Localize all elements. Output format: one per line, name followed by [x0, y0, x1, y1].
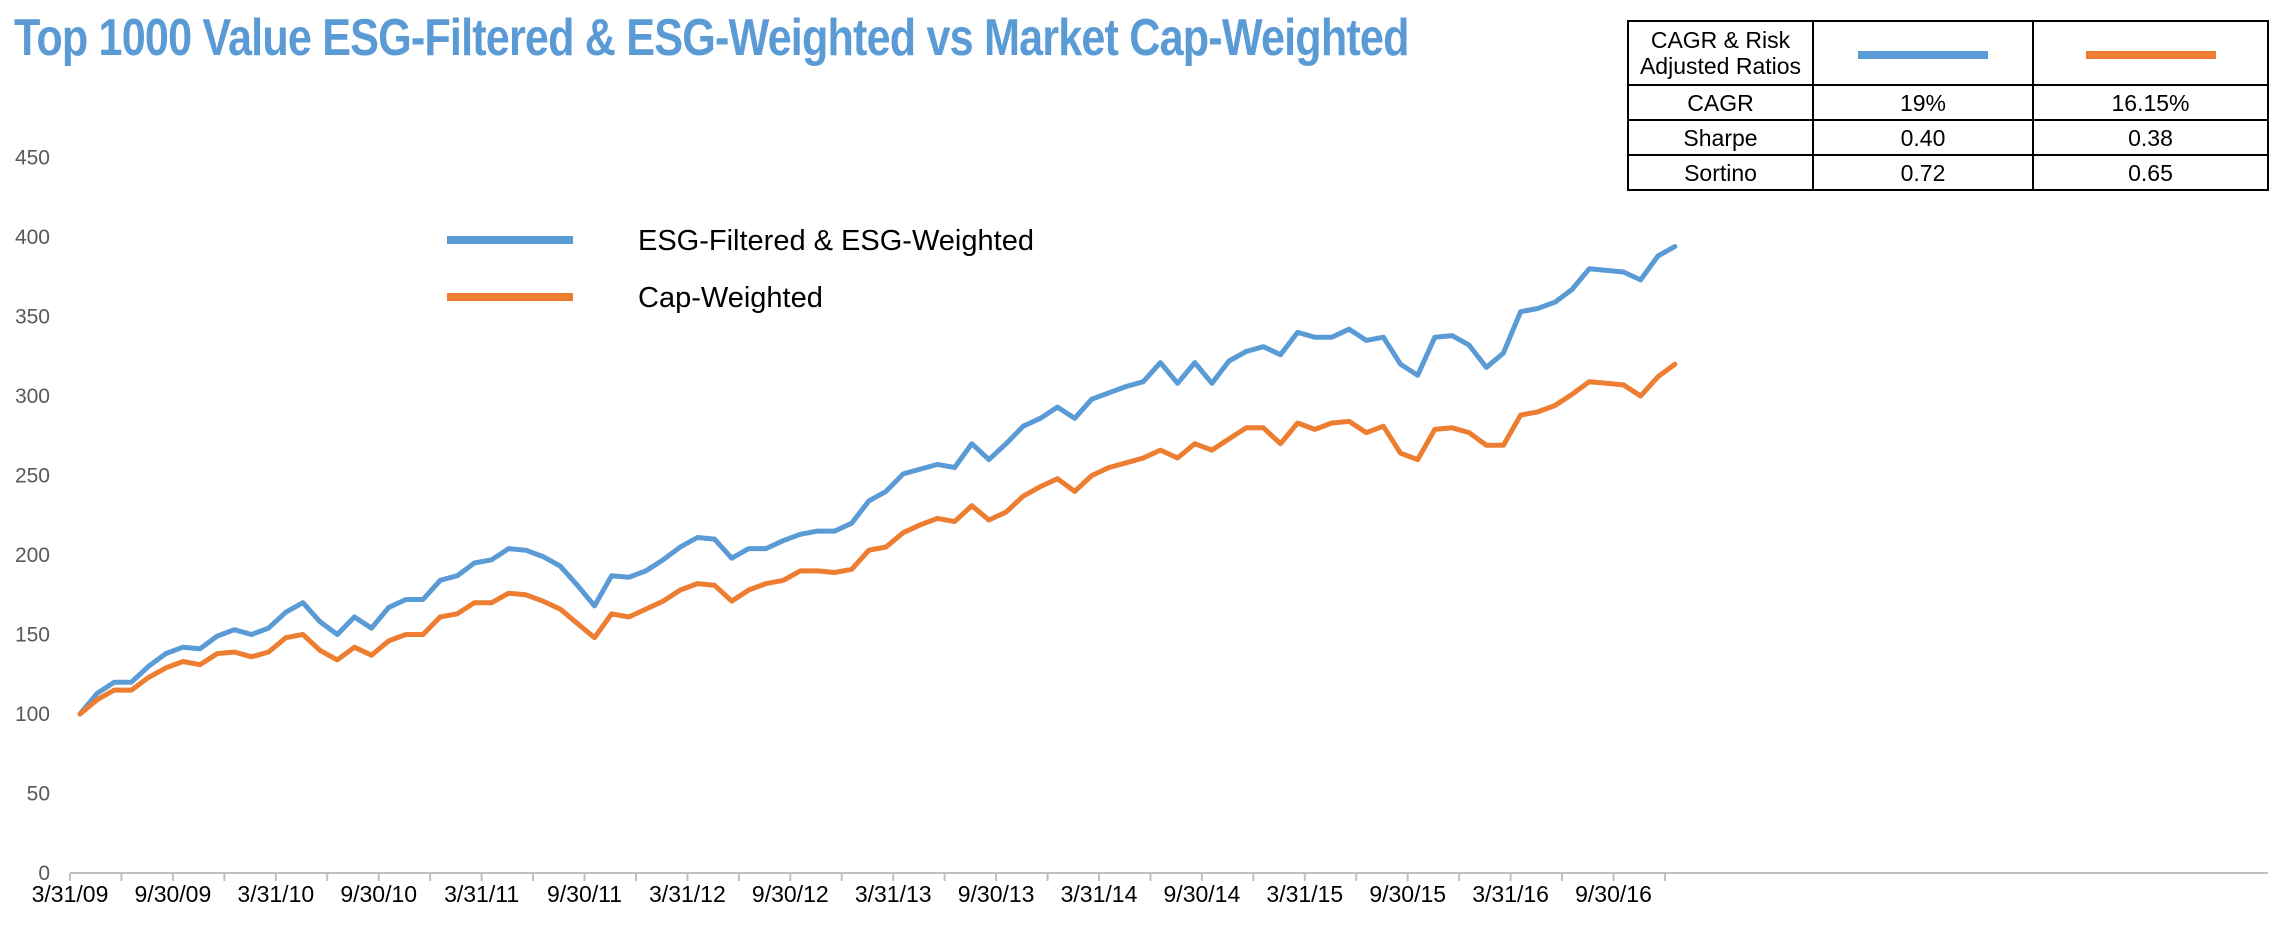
stats-row-cap-value: 0.38	[2032, 119, 2269, 156]
x-tick-label: 3/31/10	[237, 881, 314, 907]
x-tick-label: 3/31/09	[32, 881, 109, 907]
x-tick-label: 3/31/15	[1266, 881, 1343, 907]
stats-table-row-sortino: Sortino 0.72 0.65	[1627, 154, 2269, 191]
series-line-esg	[77, 244, 1678, 717]
x-tick-label: 9/30/15	[1369, 881, 1446, 907]
y-tick-label: 450	[15, 147, 50, 170]
legend: ESG-Filtered & ESG-Weighted Cap-Weighted	[447, 225, 1034, 314]
x-axis-ticks	[69, 873, 1666, 881]
stats-table-row-cagr: CAGR 19% 16.15%	[1627, 84, 2269, 121]
stats-row-cap-value: 16.15%	[2032, 84, 2269, 121]
y-tick-label: 400	[15, 226, 50, 249]
stats-table-header-esg	[1812, 20, 2034, 86]
esg-series-swatch	[1858, 50, 1988, 59]
legend-label-esg: ESG-Filtered & ESG-Weighted	[638, 225, 1034, 257]
chart-title: Top 1000 Value ESG-Filtered & ESG-Weight…	[14, 9, 1409, 67]
stats-table-header-row: CAGR & Risk Adjusted Ratios	[1627, 20, 2269, 86]
y-tick-label: 0	[38, 862, 50, 885]
y-tick-label: 250	[15, 465, 50, 488]
stats-row-label: Sortino	[1627, 154, 1814, 191]
x-tick-label: 3/31/16	[1472, 881, 1549, 907]
y-tick-label: 150	[15, 624, 50, 647]
y-tick-label: 200	[15, 544, 50, 567]
x-tick-label: 3/31/14	[1061, 881, 1138, 907]
stats-table-row-sharpe: Sharpe 0.40 0.38	[1627, 119, 2269, 156]
x-tick-label: 9/30/13	[958, 881, 1035, 907]
cap-series-swatch	[2085, 50, 2216, 59]
stats-row-label: Sharpe	[1627, 119, 1814, 156]
y-tick-label: 50	[27, 783, 50, 806]
y-tick-label: 100	[15, 703, 50, 726]
stats-table-header-cap	[2032, 20, 2269, 86]
x-tick-label: 9/30/09	[135, 881, 212, 907]
x-tick-label: 9/30/12	[752, 881, 829, 907]
stats-table-header-label: CAGR & Risk Adjusted Ratios	[1627, 20, 1814, 86]
x-tick-label: 3/31/11	[444, 881, 519, 907]
x-axis-labels: 3/31/09 9/30/09 3/31/10 9/30/10 3/31/11 9/30/…	[32, 881, 1652, 907]
x-tick-label: 9/30/14	[1164, 881, 1241, 907]
x-tick-label: 9/30/16	[1575, 881, 1652, 907]
stats-row-label: CAGR	[1627, 84, 1814, 121]
stats-row-cap-value: 0.65	[2032, 154, 2269, 191]
x-tick-label: 3/31/13	[855, 881, 932, 907]
legend-label-cap: Cap-Weighted	[638, 282, 823, 314]
y-tick-label: 350	[15, 306, 50, 329]
stats-table: CAGR & Risk Adjusted Ratios CAGR 19% 16.…	[1627, 20, 2269, 191]
stats-row-esg-value: 19%	[1812, 84, 2034, 121]
x-tick-label: 9/30/10	[340, 881, 417, 907]
x-tick-label: 9/30/11	[547, 881, 622, 907]
y-axis-labels: 0 50 100 150 200 250 300 350 400 450	[15, 147, 50, 886]
x-tick-label: 3/31/12	[649, 881, 726, 907]
stats-row-esg-value: 0.72	[1812, 154, 2034, 191]
y-tick-label: 300	[15, 385, 50, 408]
series-line-cap	[77, 361, 1678, 717]
stats-row-esg-value: 0.40	[1812, 119, 2034, 156]
series-lines	[77, 244, 1678, 717]
